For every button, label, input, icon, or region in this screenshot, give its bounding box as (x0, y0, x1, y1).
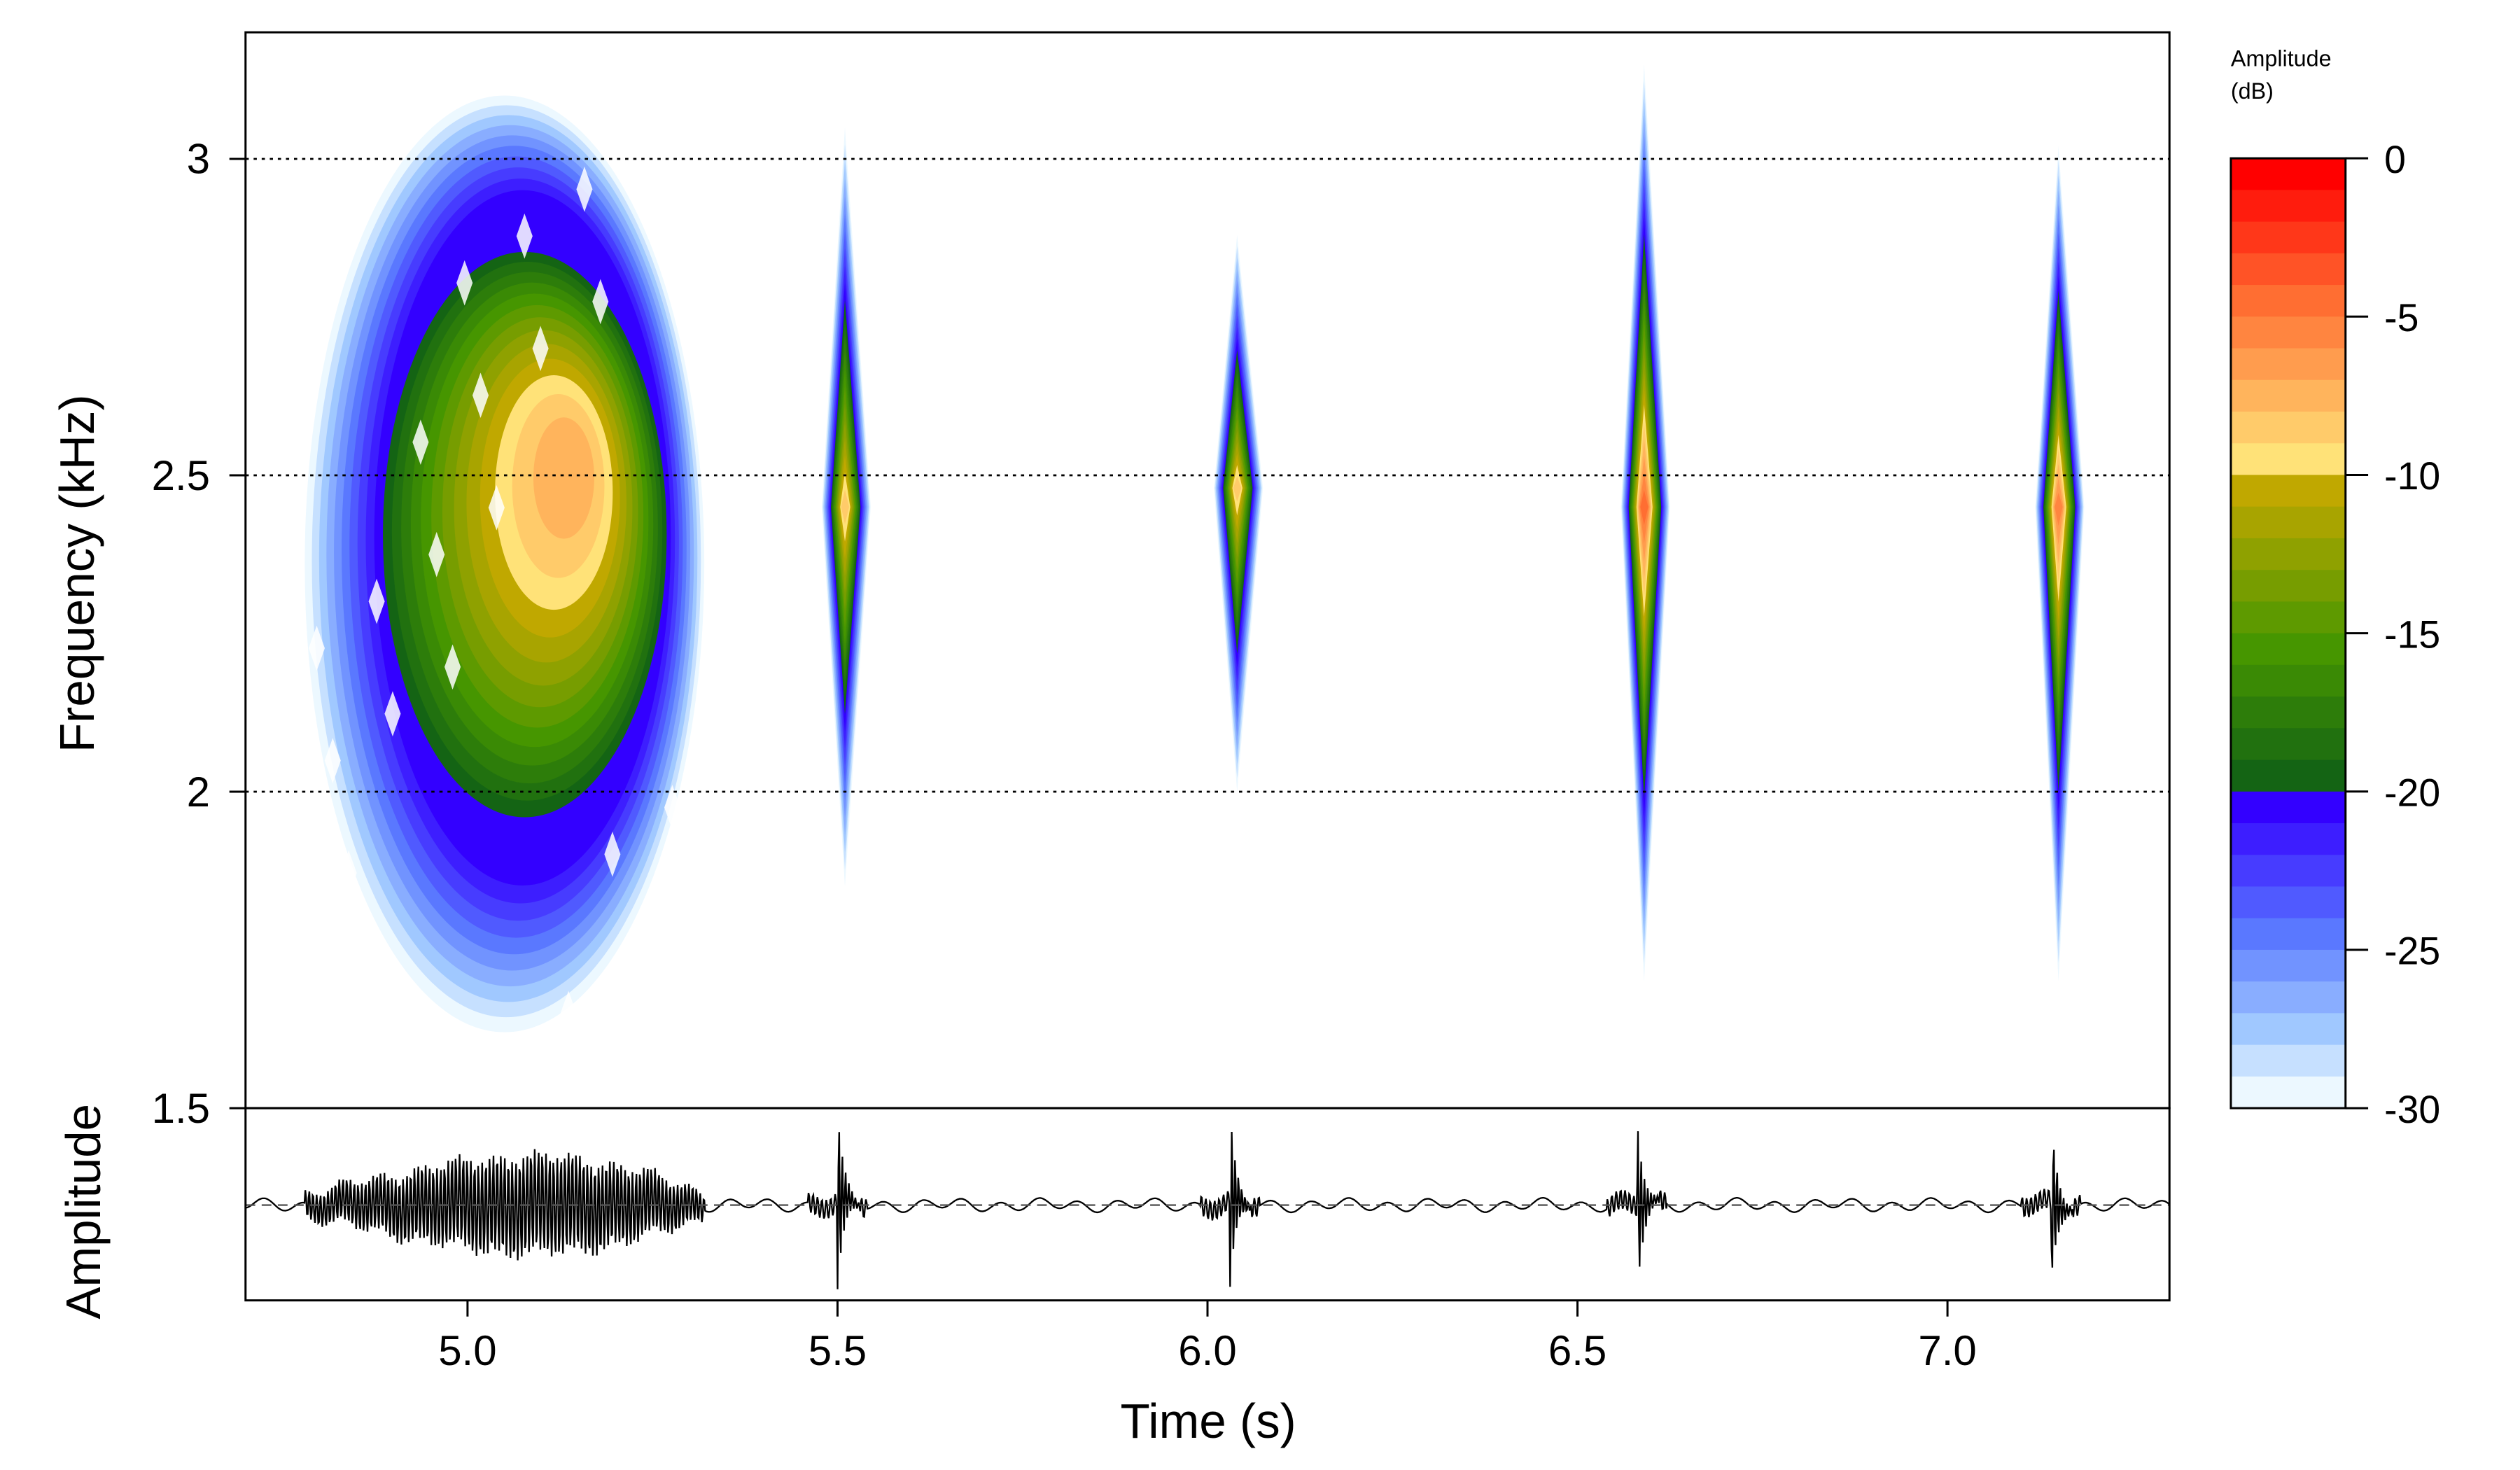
spectral-gap (604, 832, 621, 877)
colorbar-swatch (2230, 316, 2346, 349)
amplitude-axis-label: Amplitude (56, 1104, 111, 1320)
colorbar-swatch (2230, 981, 2346, 1014)
colorbar-title-line2: (dB) (2231, 78, 2274, 104)
colorbar-swatch (2230, 823, 2346, 856)
spectral-gap (472, 372, 489, 419)
y-tick-label: 2.5 (152, 452, 210, 499)
spectral-gap (620, 944, 637, 990)
colorbar-swatch (2230, 918, 2346, 951)
x-tick-label: 7.0 (1918, 1327, 1976, 1374)
spectrogram-contours (296, 64, 2085, 1037)
colorbar-swatch (2230, 379, 2346, 413)
waveform-trace (245, 1131, 2170, 1289)
spectral-gap (456, 260, 473, 306)
colorbar-swatch (2230, 664, 2346, 698)
contour-level (1233, 476, 1242, 502)
spectrogram-event-click-4 (2035, 146, 2085, 982)
colorbar-tick-label: -10 (2384, 454, 2440, 498)
y-tick-label: 2 (187, 769, 210, 816)
spectral-gap (368, 578, 385, 624)
x-tick-label: 5.5 (808, 1327, 867, 1374)
colorbar-swatch (2230, 412, 2346, 444)
colorbar-swatch (2230, 633, 2346, 666)
colorbar-swatch (2230, 570, 2346, 603)
colorbar-tick-label: -15 (2384, 612, 2440, 656)
colorbar-swatch (2230, 475, 2346, 507)
colorbar-title-line1: Amplitude (2231, 46, 2332, 71)
spectral-gap (308, 625, 326, 671)
colorbar-swatch (2230, 855, 2346, 888)
y-axis: 1.5 2 2.5 3 (152, 136, 246, 1132)
spectrogram-event-call (296, 73, 705, 1037)
x-tick-label: 6.0 (1178, 1327, 1236, 1374)
colorbar-swatch (2230, 190, 2346, 223)
x-tick-label: 6.5 (1548, 1327, 1606, 1374)
colorbar-swatch (2230, 506, 2346, 540)
colorbar-swatch (2230, 886, 2346, 919)
spectral-gap (576, 167, 593, 212)
colorbar-swatch (2230, 1013, 2346, 1046)
spectral-gap (516, 213, 533, 259)
colorbar-swatch (2230, 760, 2346, 792)
colorbar-swatch (2230, 285, 2346, 318)
x-tick-label: 5.0 (438, 1327, 496, 1374)
y-tick-label: 3 (187, 136, 210, 183)
spectrogram-event-click-2 (1214, 234, 1264, 792)
colorbar-tick-label: -25 (2384, 930, 2440, 973)
x-axis-label: Time (s) (1121, 1394, 1296, 1448)
spectrogram-event-click-3 (1620, 64, 1670, 982)
colorbar-swatch (2230, 1044, 2346, 1077)
spectrogram-event-click-1 (821, 127, 871, 887)
colorbar-swatch (2230, 348, 2346, 381)
colorbar-swatch (2230, 221, 2346, 254)
colorbar-tick-label: -20 (2384, 771, 2440, 815)
spectral-gap (296, 73, 313, 118)
waveform (245, 1131, 2170, 1289)
colorbar-tick-label: 0 (2384, 138, 2406, 181)
colorbar-swatch (2230, 728, 2346, 761)
spectral-gap (532, 326, 549, 372)
colorbar-tick-label: -30 (2384, 1088, 2440, 1131)
contour-level (2054, 492, 2063, 526)
contour-level (1640, 489, 1648, 526)
colorbar-swatch (2230, 601, 2346, 634)
x-axis: 5.0 5.5 6.0 6.5 7.0 (438, 1300, 1977, 1374)
y-tick-label: 1.5 (152, 1085, 210, 1132)
spectral-gap (636, 120, 653, 165)
colorbar-tick-label: -5 (2384, 296, 2418, 340)
colorbar: 0 -5 -10 -15 -20 -25 -30 (2230, 138, 2440, 1131)
spectral-gap (428, 531, 445, 578)
colorbar-swatch (2230, 791, 2346, 825)
colorbar-swatch (2230, 538, 2346, 571)
colorbar-swatch (2230, 1076, 2346, 1110)
y-axis-label: Frequency (kHz) (50, 394, 104, 752)
colorbar-swatch (2230, 158, 2346, 191)
colorbar-swatch (2230, 696, 2346, 729)
colorbar-swatch (2230, 253, 2346, 286)
spectral-gap (680, 897, 696, 943)
colorbar-swatch (2230, 443, 2346, 476)
contour-level (533, 417, 594, 539)
colorbar-swatch (2230, 949, 2346, 983)
spectral-gap (340, 850, 357, 896)
contour-level (841, 489, 850, 524)
spectral-gap (384, 691, 401, 736)
